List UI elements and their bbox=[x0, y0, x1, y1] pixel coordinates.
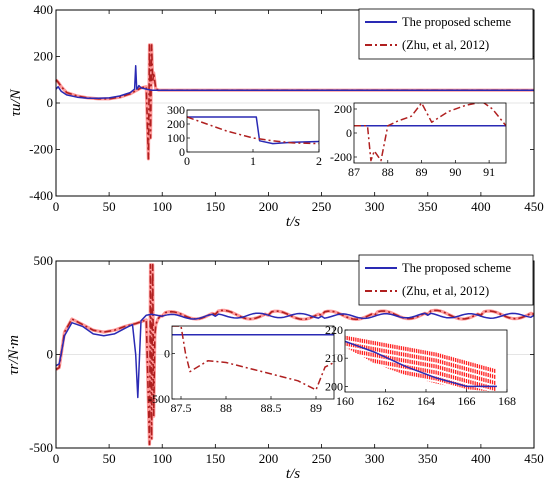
bottom-inset-1-xtick-label: 168 bbox=[498, 394, 516, 408]
bottom-inset-1-ytick-label: 220 bbox=[325, 323, 343, 337]
top-xtick-label: 150 bbox=[206, 199, 226, 214]
top-inset-1-ytick-label: 200 bbox=[334, 102, 352, 116]
top-legend-label-1: (Zhu, et al, 2012) bbox=[402, 38, 489, 52]
bottom-inset-1-ytick-label: 200 bbox=[325, 379, 343, 393]
bottom-xtick-label: 300 bbox=[365, 451, 385, 466]
bottom-xtick-label: 0 bbox=[53, 451, 60, 466]
bottom-inset-1-xtick-label: 162 bbox=[377, 394, 395, 408]
bottom-inset-0-xtick-label: 88 bbox=[220, 401, 232, 415]
top-ytick-label: 400 bbox=[34, 2, 54, 17]
bottom-inset-1-ytick-label: 210 bbox=[325, 351, 343, 365]
top-inset-0-xtick-label: 1 bbox=[250, 154, 256, 168]
top-inset-1-plot bbox=[354, 103, 506, 162]
bottom-inset-0: 87.5 88 88.5 89 0 -500 bbox=[148, 325, 335, 415]
bottom-ytick-label: 500 bbox=[34, 253, 54, 268]
bottom-ytick-label: -500 bbox=[29, 440, 53, 455]
bottom-inset-0-xtick-label: 87.5 bbox=[171, 401, 192, 415]
bottom-inset-0-series-1 bbox=[172, 326, 334, 391]
bottom-legend-label-0: The proposed scheme bbox=[402, 261, 511, 275]
top-series-1-line bbox=[55, 44, 534, 160]
top-inset-0-plot bbox=[187, 116, 319, 145]
top-inset-0-series-1 bbox=[187, 116, 319, 145]
top-ytick-label: -400 bbox=[29, 188, 53, 203]
bottom-inset-0-ytick-label: -500 bbox=[148, 392, 170, 406]
bottom-inset-1: 160 162 164 166 168 220 210 200 bbox=[325, 323, 516, 408]
top-ytick-label: -200 bbox=[29, 142, 53, 157]
bottom-inset-1-xtick-label: 160 bbox=[336, 394, 354, 408]
top-inset-0-ytick-label: 0 bbox=[179, 145, 185, 159]
bottom-series-1-line bbox=[55, 263, 535, 446]
top-ylabel: τu/N bbox=[8, 88, 24, 116]
top-chart: 0 50 100 150 200 250 300 350 400 4504002000-200-4… bbox=[8, 2, 544, 230]
top-ytick-label: 0 bbox=[47, 95, 54, 110]
top-xtick-label: 200 bbox=[259, 199, 279, 214]
top-xtick-label: 100 bbox=[152, 199, 172, 214]
top-inset-1-xtick-label: 87 bbox=[348, 165, 360, 179]
top-xlabel: t/s bbox=[286, 214, 300, 230]
top-inset-1-bg bbox=[354, 103, 506, 163]
bottom-inset-1-plot bbox=[345, 335, 497, 392]
bottom-inset-0-ytick-label: 0 bbox=[164, 346, 170, 360]
bottom-xtick-label: 450 bbox=[524, 451, 544, 466]
bottom-xtick-label: 50 bbox=[103, 451, 116, 466]
top-xtick-label: 350 bbox=[418, 199, 438, 214]
top-xtick-label: 50 bbox=[103, 199, 116, 214]
top-legend-label-0: The proposed scheme bbox=[402, 15, 511, 29]
bottom-inset-0-plot bbox=[172, 326, 334, 391]
top-inset-0-ytick-label: 300 bbox=[167, 103, 185, 117]
top-inset-1-ytick-label: 0 bbox=[346, 126, 352, 140]
bottom-ylabel: τr/N·m bbox=[6, 335, 22, 375]
bottom-xtick-label: 200 bbox=[259, 451, 279, 466]
bottom-xtick-label: 100 bbox=[152, 451, 172, 466]
bottom-inset-0-frame bbox=[171, 325, 335, 400]
bottom-inset-1-xtick-label: 164 bbox=[417, 394, 435, 408]
bottom-inset-0-xtick-label: 89 bbox=[310, 401, 322, 415]
bottom-ytick-label: 0 bbox=[47, 347, 54, 362]
top-xtick-label: 0 bbox=[53, 199, 60, 214]
bottom-xtick-label: 400 bbox=[471, 451, 491, 466]
bottom-inset-1-bg bbox=[345, 330, 507, 392]
bottom-inset-1-xtick-label: 166 bbox=[458, 394, 476, 408]
bottom-legend: The proposed scheme (Zhu, et al, 2012) bbox=[358, 254, 534, 306]
top-xtick-label: 250 bbox=[312, 199, 332, 214]
top-inset-0-ytick-label: 100 bbox=[167, 131, 185, 145]
top-legend-box bbox=[358, 8, 534, 60]
top-inset-1-ytick-label: -200 bbox=[330, 150, 352, 164]
top-inset-1: 87 88 89 90 91 200 0 -200 bbox=[330, 102, 507, 179]
top-xtick-label: 450 bbox=[524, 199, 544, 214]
top-inset-1-xtick-label: 89 bbox=[416, 165, 428, 179]
top-xtick-label: 300 bbox=[365, 199, 385, 214]
top-ytick-label: 200 bbox=[34, 49, 54, 64]
bottom-legend-label-1: (Zhu, et al, 2012) bbox=[402, 284, 489, 298]
bottom-inset-1-series-0 bbox=[345, 340, 497, 388]
top-inset-0-xtick-label: 0 bbox=[184, 154, 190, 168]
top-legend: The proposed scheme (Zhu, et al, 2012) bbox=[358, 8, 534, 60]
bottom-xlabel: t/s bbox=[286, 466, 300, 482]
top-inset-1-series-1 bbox=[354, 103, 506, 162]
bottom-xtick-label: 350 bbox=[418, 451, 438, 466]
top-series-0-line bbox=[55, 65, 534, 100]
bottom-series-0-line bbox=[55, 312, 535, 399]
top-inset-1-xtick-label: 88 bbox=[382, 165, 394, 179]
top-inset-0-xtick-label: 2 bbox=[316, 154, 322, 168]
top-xtick-label: 400 bbox=[471, 199, 491, 214]
bottom-xtick-label: 250 bbox=[312, 451, 332, 466]
bottom-inset-0-xtick-label: 88.5 bbox=[261, 401, 282, 415]
top-inset-0-ytick-label: 200 bbox=[167, 117, 185, 131]
top-inset-0-series-0 bbox=[187, 116, 319, 145]
bottom-inset-0-bg bbox=[172, 326, 334, 399]
top-inset-1-xtick-label: 90 bbox=[449, 165, 461, 179]
top-inset-1-xtick-label: 91 bbox=[483, 165, 495, 179]
bottom-xtick-label: 150 bbox=[206, 451, 226, 466]
bottom-chart: 0 50 100 150 200 250 300 350 400 4505000-500t/sτr… bbox=[6, 253, 544, 482]
bottom-legend-box bbox=[358, 254, 534, 306]
